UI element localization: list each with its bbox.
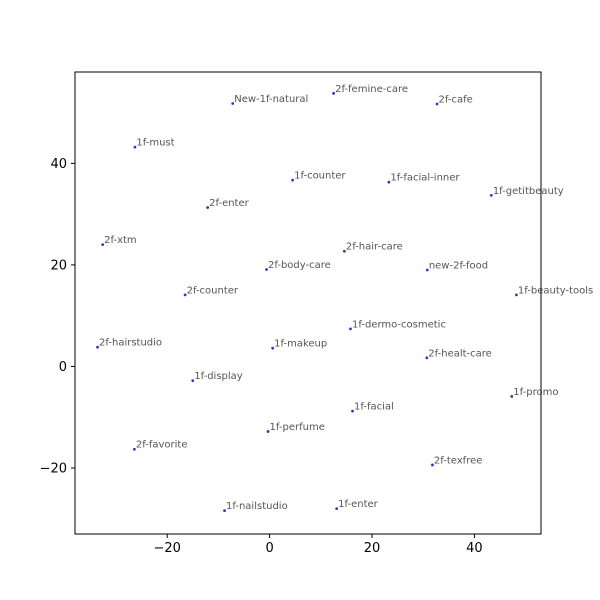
point-label: 2f-body-care bbox=[268, 260, 331, 271]
labels-layer: 2f-femine-care New-1f-natural 2f-cafe 1f-mu… bbox=[99, 84, 593, 512]
point-label: 1f-facial bbox=[354, 402, 394, 413]
data-point bbox=[231, 102, 235, 105]
data-point bbox=[349, 327, 352, 331]
data-point bbox=[342, 249, 346, 253]
y-tick-label: 0 bbox=[59, 360, 67, 375]
point-label: 2f-femine-care bbox=[335, 84, 408, 95]
point-label: 2f-healt-care bbox=[428, 348, 492, 359]
point-label: 1f-promo bbox=[513, 387, 558, 398]
point-label: 1f-nailstudio bbox=[226, 501, 288, 512]
data-point bbox=[206, 206, 210, 209]
point-label: 1f-dermo-cosmetic bbox=[352, 319, 446, 330]
point-label: 1f-counter bbox=[294, 171, 346, 182]
data-point bbox=[183, 293, 187, 297]
data-point bbox=[425, 356, 429, 360]
point-label: 2f-favorite bbox=[136, 440, 188, 451]
data-point bbox=[223, 509, 226, 513]
point-label: 2f-texfree bbox=[434, 455, 482, 466]
data-point bbox=[351, 409, 354, 413]
axes-layer: −20 0 20 40 −20 0 20 40 bbox=[40, 71, 542, 556]
point-label: 2f-enter bbox=[209, 198, 250, 209]
data-point bbox=[133, 447, 136, 451]
data-point bbox=[425, 268, 429, 272]
data-point bbox=[489, 193, 493, 197]
data-point bbox=[291, 178, 295, 182]
y-tick-label: 20 bbox=[50, 258, 67, 273]
data-point bbox=[96, 345, 99, 349]
point-label: 1f-getitbeauty bbox=[493, 186, 564, 197]
point-label: 2f-counter bbox=[187, 285, 239, 296]
data-point bbox=[332, 91, 336, 95]
data-point bbox=[335, 507, 339, 511]
data-point bbox=[266, 430, 270, 433]
point-label: 1f-facial-inner bbox=[390, 173, 460, 184]
x-tick-label: 20 bbox=[364, 541, 381, 556]
data-point bbox=[271, 346, 275, 350]
data-point bbox=[510, 395, 514, 398]
point-label: 1f-enter bbox=[338, 499, 379, 510]
data-point bbox=[191, 379, 195, 383]
x-tick-label: 40 bbox=[466, 541, 483, 556]
point-label: 1f-must bbox=[136, 138, 174, 149]
data-point bbox=[435, 102, 439, 106]
point-label: 1f-makeup bbox=[274, 339, 327, 350]
data-point bbox=[515, 293, 518, 297]
data-point bbox=[133, 145, 137, 149]
x-tick-label: −20 bbox=[153, 541, 180, 556]
point-label: 2f-cafe bbox=[439, 94, 473, 105]
data-point bbox=[387, 180, 391, 184]
data-point bbox=[101, 243, 105, 247]
points-layer bbox=[96, 91, 518, 513]
data-point bbox=[431, 463, 434, 467]
point-label: 2f-hairstudio bbox=[99, 338, 162, 349]
x-tick-label: 0 bbox=[265, 541, 273, 556]
data-point bbox=[265, 268, 268, 271]
point-label: 2f-xtm bbox=[104, 235, 137, 246]
y-tick-label: −20 bbox=[40, 462, 67, 477]
point-label: 1f-beauty-tools bbox=[518, 285, 593, 296]
point-label: 2f-hair-care bbox=[346, 242, 403, 253]
point-label: New-1f-natural bbox=[234, 94, 308, 105]
point-label: 1f-perfume bbox=[270, 422, 325, 433]
point-label: new-2f-food bbox=[429, 261, 488, 272]
plot-frame bbox=[74, 71, 542, 535]
y-tick-label: 40 bbox=[50, 157, 67, 172]
point-label: 1f-display bbox=[194, 371, 243, 382]
